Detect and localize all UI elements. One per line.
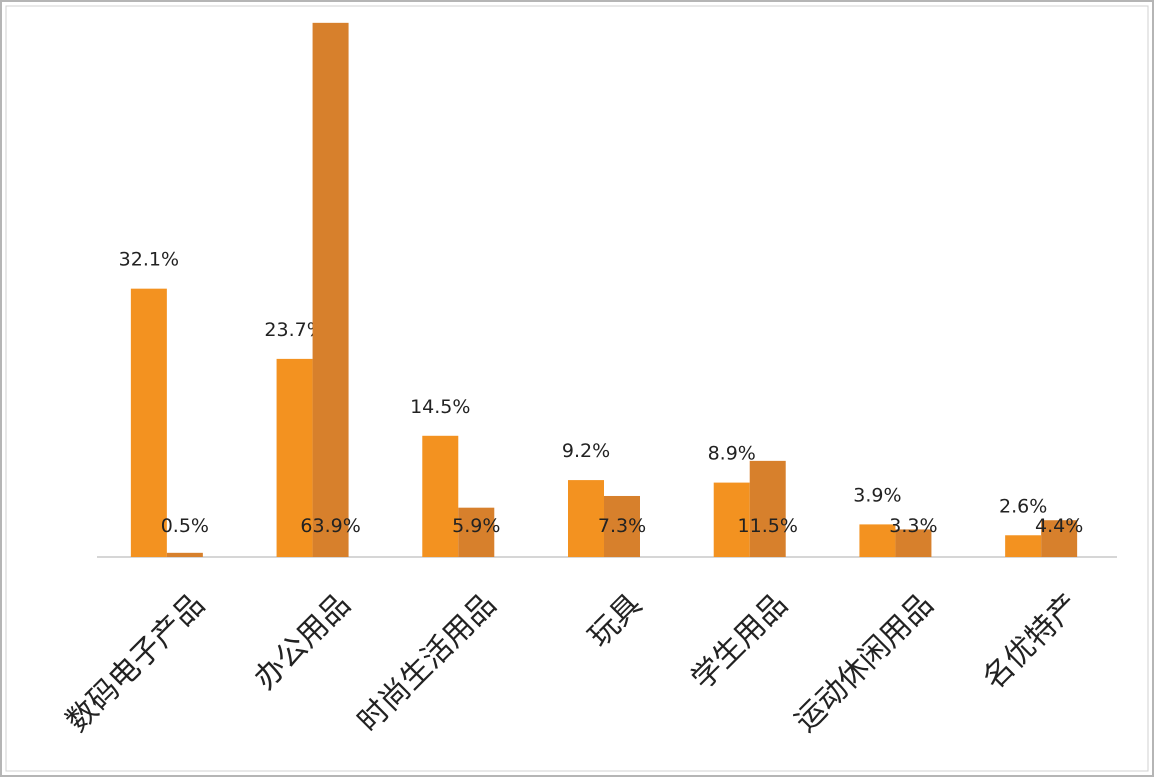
value-label: 7.3% <box>598 515 646 537</box>
inner-frame <box>5 5 1149 772</box>
value-label: 23.7% <box>264 319 324 341</box>
value-label: 11.5% <box>738 515 798 537</box>
bar <box>130 288 167 557</box>
bar <box>604 495 640 557</box>
bar <box>859 524 896 557</box>
value-label: 5.9% <box>452 515 500 537</box>
bar <box>422 435 459 557</box>
value-label: 32.1% <box>119 249 179 271</box>
bar <box>749 460 786 557</box>
value-label: 9.2% <box>562 440 610 462</box>
bar <box>895 529 932 557</box>
value-label: 8.9% <box>708 443 756 465</box>
bar <box>458 507 495 557</box>
value-label: 3.3% <box>889 515 937 537</box>
value-label: 3.9% <box>853 484 901 506</box>
value-label: 0.5% <box>161 515 209 537</box>
value-label: 4.4% <box>1035 515 1083 537</box>
value-label: 14.5% <box>410 396 470 418</box>
value-label: 2.6% <box>999 495 1047 517</box>
bar <box>312 22 349 557</box>
bar <box>713 482 750 557</box>
bar <box>1041 520 1078 557</box>
bar <box>568 480 604 557</box>
value-label: 63.9% <box>300 515 360 537</box>
bar <box>166 552 203 557</box>
bar <box>276 358 313 557</box>
bar <box>1005 535 1042 557</box>
